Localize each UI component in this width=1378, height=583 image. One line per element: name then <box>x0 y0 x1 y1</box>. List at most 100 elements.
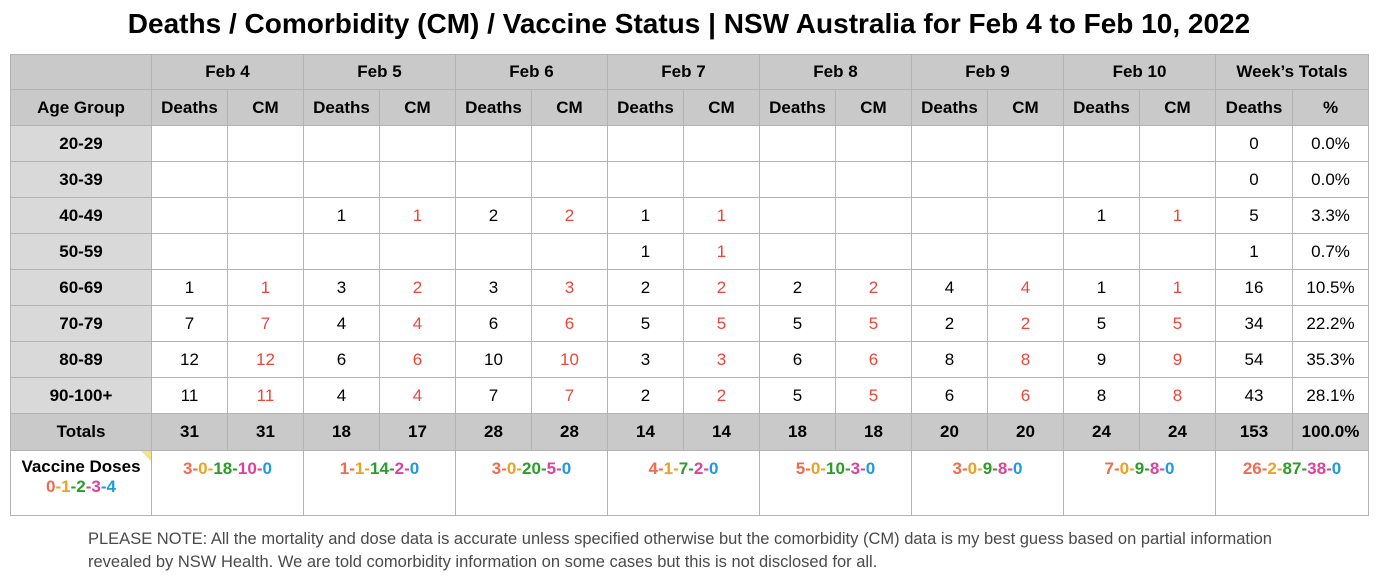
dose-count: 3 <box>491 459 502 478</box>
dose-count: 1 <box>663 459 674 478</box>
totals-cell: 28 <box>531 413 608 451</box>
deaths-cell <box>1063 161 1140 198</box>
deaths-cell: 5 <box>607 305 684 342</box>
deaths-cell <box>303 161 380 198</box>
dose-count: 7 <box>678 459 689 478</box>
header-age-group: Age Group <box>10 89 152 126</box>
deaths-cell: 2 <box>759 269 836 306</box>
header-day: Feb 6 <box>455 54 608 90</box>
cm-cell <box>227 233 304 270</box>
cm-cell: 6 <box>379 341 456 378</box>
dose-count: 1 <box>61 477 71 496</box>
table-row: 80-89 12 12 6 6 10 10 3 3 6 6 8 8 9 9 54 35.3% <box>10 341 1370 378</box>
cm-cell <box>835 233 912 270</box>
cm-cell <box>835 161 912 198</box>
cm-cell <box>379 161 456 198</box>
vaccine-dose-breakdown: 3-0-9-8-0 <box>911 450 1064 516</box>
age-group-cell: 20-29 <box>10 125 152 162</box>
cm-cell <box>531 233 608 270</box>
cm-cell <box>227 125 304 162</box>
dose-count: 2 <box>76 477 86 496</box>
age-group-cell: 30-39 <box>10 161 152 198</box>
dose-count: 8 <box>1149 459 1160 478</box>
totals-cell: 14 <box>683 413 760 451</box>
cm-cell: 1 <box>1138 269 1217 306</box>
deaths-cell: 5 <box>759 305 836 342</box>
page-title: Deaths / Comorbidity (CM) / Vaccine Stat… <box>127 8 1251 39</box>
deaths-cell <box>1063 125 1140 162</box>
cm-cell: 1 <box>379 197 456 234</box>
totals-cell: 17 <box>379 413 456 451</box>
totals-cell: 24 <box>1063 413 1140 451</box>
dose-count: 1 <box>354 459 365 478</box>
deaths-cell: 6 <box>759 341 836 378</box>
age-group-cell: 80-89 <box>10 341 152 378</box>
totals-cell: 18 <box>835 413 912 451</box>
cm-cell <box>987 233 1064 270</box>
header-deaths: Deaths <box>759 89 836 126</box>
deaths-cell <box>303 125 380 162</box>
deaths-cell: 6 <box>911 377 988 414</box>
cm-cell: 6 <box>987 377 1064 414</box>
deaths-cell <box>607 161 684 198</box>
cm-cell <box>227 161 304 198</box>
dose-count: 5 <box>795 459 806 478</box>
totals-cell: 31 <box>227 413 304 451</box>
deaths-cell <box>911 125 988 162</box>
deaths-cell <box>151 233 228 270</box>
cm-cell <box>1138 161 1217 198</box>
deaths-cell <box>151 125 228 162</box>
dose-count: 0 <box>810 459 821 478</box>
table-row: 40-49 1 1 2 2 1 1 1 1 5 3.3% <box>10 197 1370 234</box>
deaths-cell: 2 <box>607 269 684 306</box>
vaccine-doses-row: Vaccine Doses 0-1-2-3-4 3-0-18-10-0 1-1-14-… <box>10 450 1370 516</box>
vaccine-dose-breakdown: 3-0-18-10-0 <box>151 450 304 516</box>
header-cm: CM <box>531 89 608 126</box>
deaths-cell: 9 <box>1063 341 1140 378</box>
deaths-cell <box>455 161 532 198</box>
deaths-cell: 5 <box>1063 305 1140 342</box>
deaths-table: Feb 4 Feb 5 Feb 6 Feb 7 Feb 8 Feb 9 Feb … <box>10 54 1370 516</box>
dose-count: 7 <box>1104 459 1114 478</box>
cm-cell: 2 <box>683 269 760 306</box>
dose-count: 14 <box>370 459 389 478</box>
dose-count: 3 <box>91 477 101 496</box>
dose-count: 0 <box>1331 459 1342 478</box>
week-total-cell: 54 <box>1215 341 1294 378</box>
dose-count: 3 <box>850 459 861 478</box>
deaths-cell: 1 <box>1063 197 1140 234</box>
totals-week-total: 153 <box>1215 413 1294 451</box>
cm-cell: 6 <box>531 305 608 342</box>
week-pct-cell: 10.5% <box>1292 269 1370 306</box>
dose-count: 0 <box>198 459 208 478</box>
totals-week-pct: 100.0% <box>1292 413 1370 451</box>
cm-cell: 1 <box>683 233 760 270</box>
cm-cell: 7 <box>531 377 608 414</box>
header-day: Feb 4 <box>151 54 304 90</box>
totals-cell: 28 <box>455 413 532 451</box>
cm-cell: 7 <box>227 305 304 342</box>
dose-count: 0 <box>409 459 420 478</box>
week-total-cell: 34 <box>1215 305 1294 342</box>
dose-count: 0 <box>45 477 56 496</box>
dose-count: 0 <box>561 459 572 478</box>
dose-count: 87 <box>1282 459 1302 478</box>
dose-count: 4 <box>106 477 117 496</box>
header-day: Feb 10 <box>1062 54 1217 90</box>
cm-cell: 12 <box>227 341 304 378</box>
deaths-cell: 2 <box>911 305 988 342</box>
cm-cell: 10 <box>531 341 608 378</box>
totals-cell: 18 <box>303 413 380 451</box>
dose-count: 3 <box>183 459 193 478</box>
cm-cell: 8 <box>1138 377 1217 414</box>
dose-count: 2 <box>394 459 405 478</box>
cm-cell: 1 <box>227 269 304 306</box>
week-pct-cell: 3.3% <box>1292 197 1370 234</box>
cm-cell <box>379 125 456 162</box>
age-group-cell: 90-100+ <box>10 377 152 414</box>
dose-count: 0 <box>1013 459 1023 478</box>
header-row-days: Feb 4 Feb 5 Feb 6 Feb 7 Feb 8 Feb 9 Feb … <box>10 54 1370 90</box>
cm-cell <box>987 161 1064 198</box>
deaths-cell <box>759 233 836 270</box>
cm-cell: 1 <box>683 197 760 234</box>
